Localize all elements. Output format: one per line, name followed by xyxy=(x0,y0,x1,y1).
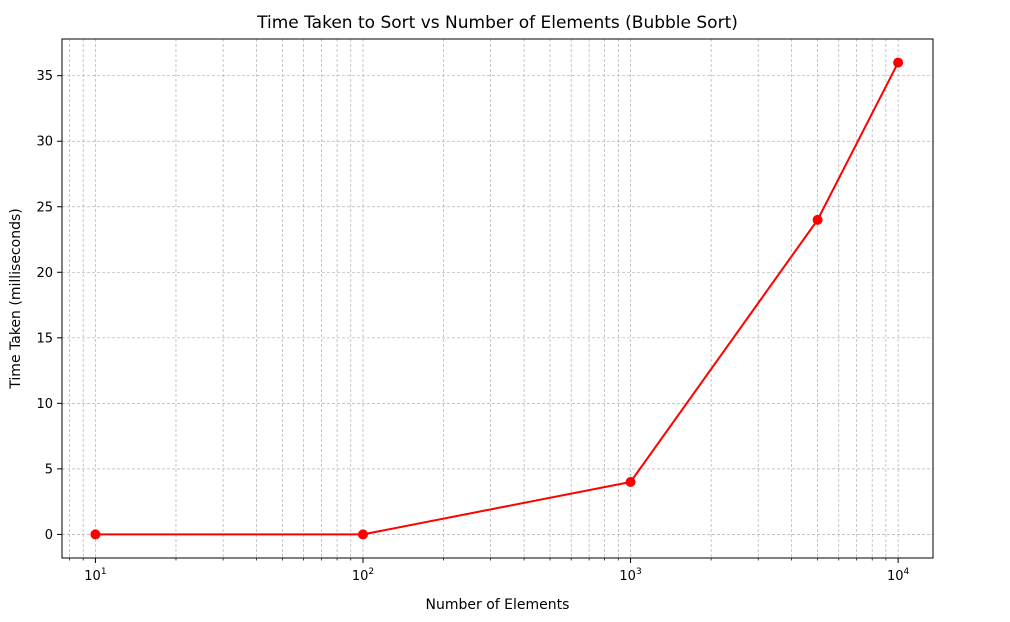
data-point-marker xyxy=(625,476,636,487)
grid-layer xyxy=(62,39,933,558)
data-point-marker xyxy=(90,529,101,540)
x-tick-label: 103 xyxy=(619,567,641,584)
y-tick-label: 10 xyxy=(36,397,53,412)
y-axis-label: Time Taken (milliseconds) xyxy=(8,208,24,389)
series-line xyxy=(95,62,900,536)
tick-layer: 0 5 10 15 20 25 30 35 101 102 103 104 xyxy=(36,69,909,584)
chart-title: Time Taken to Sort vs Number of Elements… xyxy=(256,13,738,33)
y-tick-label: 5 xyxy=(45,462,53,477)
x-axis-label: Number of Elements xyxy=(426,597,570,613)
x-tick-label: 102 xyxy=(352,567,374,584)
plot-area-frame xyxy=(61,38,934,559)
y-tick-label: 20 xyxy=(36,266,53,281)
y-tick-label: 0 xyxy=(45,528,53,543)
y-tick-label: 35 xyxy=(36,69,53,84)
data-point-marker xyxy=(357,529,368,540)
data-point-marker xyxy=(893,57,904,68)
data-point-marker xyxy=(812,214,823,225)
y-tick-label: 15 xyxy=(36,331,53,346)
x-tick-label: 104 xyxy=(887,567,910,584)
y-tick-label: 30 xyxy=(36,135,53,150)
x-tick-label: 101 xyxy=(84,567,106,584)
y-tick-label: 25 xyxy=(36,200,53,215)
series-layer xyxy=(90,57,904,540)
